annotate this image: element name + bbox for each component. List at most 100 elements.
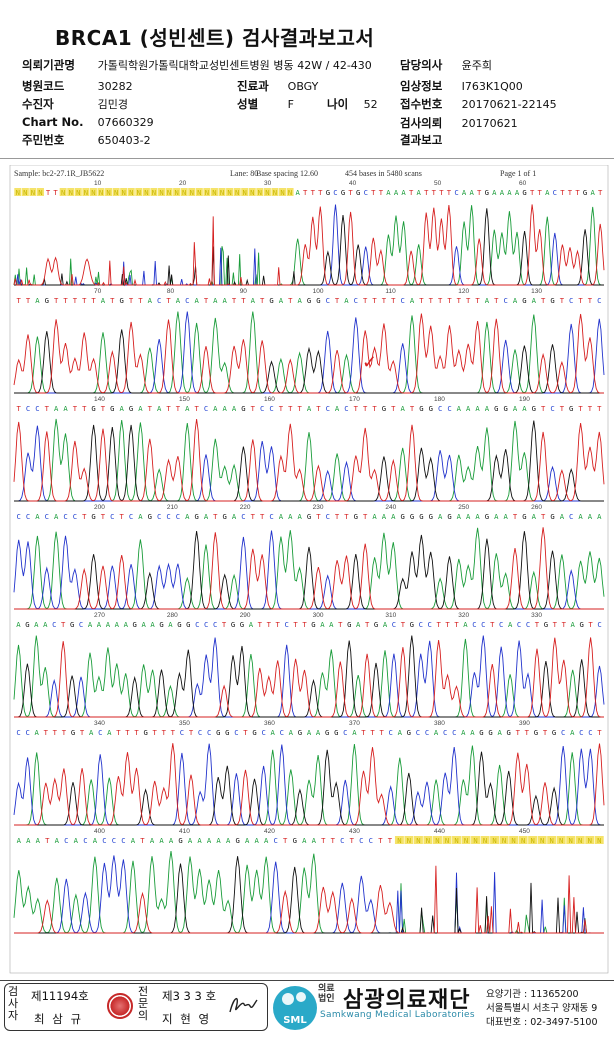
- base-call: T: [439, 188, 444, 197]
- ambiguous-base-highlight: [89, 188, 97, 196]
- base-call: G: [522, 512, 526, 521]
- base-call: T: [391, 404, 396, 413]
- base-call: G: [241, 404, 245, 413]
- base-call: N: [559, 836, 563, 845]
- base-call: C: [400, 296, 404, 305]
- base-call: A: [356, 620, 361, 629]
- doctor-label: 담당의사: [400, 58, 443, 72]
- base-call: T: [260, 512, 265, 521]
- base-call: T: [166, 404, 171, 413]
- base-call: N: [511, 836, 515, 845]
- base-call: G: [485, 512, 489, 521]
- base-call: N: [569, 836, 573, 845]
- base-call: A: [344, 296, 349, 305]
- request-value: 20170621: [461, 117, 518, 130]
- base-call: T: [568, 188, 573, 197]
- base-call: C: [517, 620, 521, 629]
- position-tick-label: 280: [167, 612, 178, 619]
- base-call: T: [162, 728, 167, 737]
- base-call: G: [231, 620, 235, 629]
- position-tick-label: 360: [264, 720, 275, 727]
- base-call: G: [550, 512, 554, 521]
- base-call: A: [124, 620, 129, 629]
- base-call: G: [534, 728, 538, 737]
- ambiguous-base-highlight: [594, 836, 604, 844]
- base-call: C: [569, 512, 573, 521]
- base-call: T: [260, 296, 265, 305]
- base-call: T: [538, 188, 543, 197]
- request-row: 검사의뢰 20170621: [400, 115, 518, 131]
- base-call: N: [122, 188, 126, 197]
- base-call: A: [232, 404, 237, 413]
- position-tick-label: 430: [349, 828, 360, 835]
- base-call: A: [438, 512, 443, 521]
- base-call: A: [16, 620, 21, 629]
- base-call: C: [597, 296, 601, 305]
- base-call: G: [307, 296, 311, 305]
- specialist-number: 제3 3 3 호: [162, 989, 217, 1003]
- institution-row: 의뢰기관명 가톨릭학원가톨릭대학교성빈센트병원 병동 42W / 42-430: [22, 57, 372, 73]
- ambiguous-base-highlight: [127, 188, 135, 196]
- base-call: N: [31, 188, 35, 197]
- base-call: A: [302, 836, 307, 845]
- base-call: C: [481, 620, 485, 629]
- id-no-value: 650403-2: [97, 134, 151, 147]
- specialist-name: 지 현 영: [162, 1012, 212, 1026]
- ambiguous-base-highlight: [74, 188, 82, 196]
- base-call: A: [36, 836, 41, 845]
- base-call: A: [545, 188, 550, 197]
- receipt-row: 접수번호 20170621-22145: [400, 96, 557, 112]
- base-call: G: [419, 512, 423, 521]
- base-call: A: [43, 620, 48, 629]
- ambiguous-base-highlight: [404, 836, 414, 844]
- base-call: C: [17, 512, 21, 521]
- base-call: T: [516, 728, 521, 737]
- ambiguous-base-highlight: [413, 836, 423, 844]
- base-call: T: [575, 188, 580, 197]
- position-tick-label: 450: [519, 828, 530, 835]
- base-call: T: [525, 728, 530, 737]
- base-call: G: [148, 512, 152, 521]
- base-call: A: [466, 512, 471, 521]
- base-call: G: [240, 620, 244, 629]
- ambiguous-base-highlight: [423, 836, 433, 844]
- base-call: A: [54, 512, 59, 521]
- base-call: C: [195, 620, 199, 629]
- base-call: C: [389, 728, 393, 737]
- brand-name: 삼광의료재단: [343, 988, 471, 1013]
- base-call: A: [97, 620, 102, 629]
- base-call: C: [112, 836, 116, 845]
- base-call: G: [45, 296, 49, 305]
- base-call: T: [379, 728, 384, 737]
- ambiguous-base-highlight: [188, 188, 196, 196]
- base-call: T: [335, 512, 340, 521]
- base-call: A: [475, 512, 480, 521]
- base-call: A: [35, 512, 40, 521]
- ambiguous-base-highlight: [29, 188, 37, 196]
- base-call: G: [550, 296, 554, 305]
- base-call: T: [303, 188, 308, 197]
- trace-t: [14, 527, 604, 610]
- base-call: T: [379, 188, 384, 197]
- base-call: T: [335, 296, 340, 305]
- base-call: T: [457, 296, 462, 305]
- base-call: A: [492, 188, 497, 197]
- position-tick-label: 230: [313, 504, 324, 511]
- position-tick-label: 10: [94, 180, 102, 187]
- base-call: C: [333, 188, 337, 197]
- trace-t: [14, 743, 605, 826]
- base-call: T: [62, 728, 67, 737]
- base-call: T: [110, 296, 115, 305]
- ambiguous-base-highlight: [394, 836, 404, 844]
- base-call: C: [472, 620, 476, 629]
- ambiguous-base-highlight: [97, 188, 105, 196]
- base-call: T: [26, 296, 31, 305]
- base-call: A: [417, 188, 422, 197]
- base-call: C: [326, 404, 330, 413]
- base-call: G: [225, 728, 229, 737]
- base-call: C: [392, 620, 396, 629]
- base-call: C: [553, 188, 557, 197]
- base-call: C: [110, 512, 114, 521]
- base-call: G: [488, 728, 492, 737]
- base-call: N: [227, 188, 231, 197]
